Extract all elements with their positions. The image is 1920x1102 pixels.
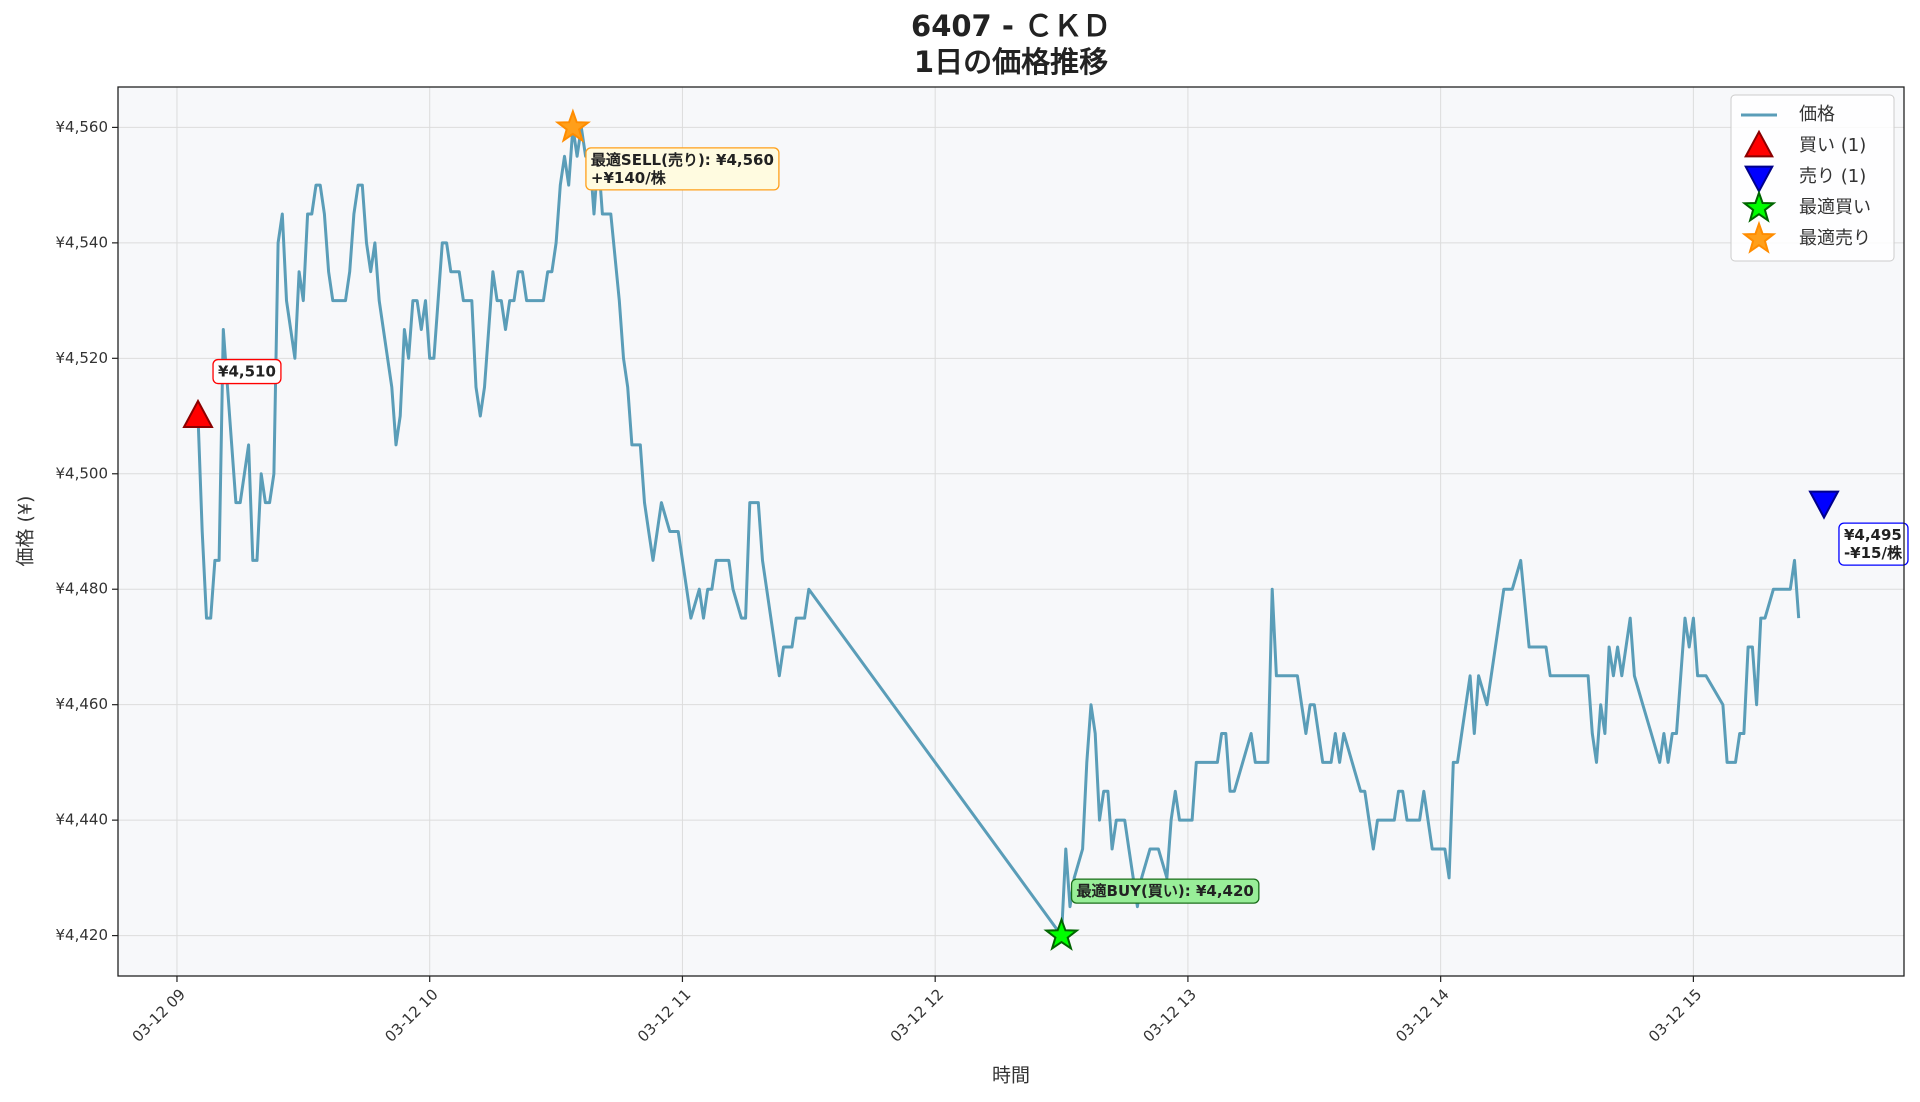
legend-swatch bbox=[1744, 165, 1774, 194]
annotation: 最適SELL(売り): ¥4,560+¥140/株 bbox=[585, 147, 780, 191]
y-tick-label: ¥4,480 bbox=[56, 580, 109, 598]
legend-text: 売り (1) bbox=[1799, 166, 1866, 187]
x-tick-label: 03-12 09 bbox=[129, 985, 189, 1045]
x-tick-label: 03-12 14 bbox=[1392, 985, 1452, 1045]
annotation: ¥4,495-¥15/株 bbox=[1838, 522, 1909, 566]
y-tick-label: ¥4,500 bbox=[56, 464, 109, 482]
y-tick-label: ¥4,440 bbox=[56, 811, 109, 829]
legend-text: 買い (1) bbox=[1799, 135, 1866, 156]
legend-swatch bbox=[1741, 220, 1777, 254]
x-tick-label: 03-12 12 bbox=[887, 985, 947, 1045]
annotation-text: -¥15/株 bbox=[1844, 544, 1903, 562]
plot-frame bbox=[117, 86, 1905, 977]
annotation-box bbox=[1838, 522, 1909, 566]
x-tick-label: 03-12 10 bbox=[381, 985, 441, 1045]
x-axis-label: 時間 bbox=[992, 1065, 1030, 1087]
y-tick-label: ¥4,420 bbox=[56, 926, 109, 944]
annotation-text: 最適BUY(買い): ¥4,420 bbox=[1077, 882, 1254, 900]
legend-box bbox=[1730, 94, 1895, 262]
plot-background bbox=[118, 87, 1904, 976]
price-line bbox=[196, 125, 1801, 938]
trade-marker bbox=[554, 108, 591, 143]
chart-title: 6407 - ＣＫＤ bbox=[911, 9, 1111, 43]
legend-text: 最適売り bbox=[1799, 228, 1871, 249]
trade-marker bbox=[1808, 490, 1840, 520]
y-axis-label: 価格 (¥) bbox=[15, 496, 37, 567]
legend-swatch bbox=[1744, 129, 1774, 158]
annotation: 最適BUY(買い): ¥4,420 bbox=[1070, 878, 1260, 904]
annotation-box bbox=[212, 358, 282, 385]
chart-subtitle: 1日の価格推移 bbox=[914, 45, 1108, 79]
annotation-text: 最適SELL(売り): ¥4,560 bbox=[591, 151, 774, 169]
y-tick-label: ¥4,520 bbox=[56, 349, 109, 367]
legend-text: 最適買い bbox=[1799, 197, 1871, 218]
trade-marker bbox=[182, 398, 214, 428]
annotation-text: ¥4,495 bbox=[1844, 526, 1902, 544]
annotation-text: ¥4,510 bbox=[218, 363, 276, 381]
annotation: ¥4,510 bbox=[212, 358, 282, 385]
legend-text: 価格 bbox=[1799, 104, 1835, 125]
y-tick-label: ¥4,540 bbox=[56, 233, 109, 251]
x-tick-label: 03-12 11 bbox=[634, 985, 694, 1045]
x-tick-label: 03-12 13 bbox=[1140, 985, 1200, 1045]
y-tick-label: ¥4,560 bbox=[56, 118, 109, 136]
annotation-box bbox=[585, 147, 780, 191]
annotation-box bbox=[1070, 878, 1260, 904]
trade-marker bbox=[1043, 916, 1080, 951]
annotation-text: +¥140/株 bbox=[591, 169, 667, 187]
x-tick-label: 03-12 15 bbox=[1645, 985, 1705, 1045]
y-tick-label: ¥4,460 bbox=[56, 695, 109, 713]
legend-swatch bbox=[1741, 189, 1777, 223]
